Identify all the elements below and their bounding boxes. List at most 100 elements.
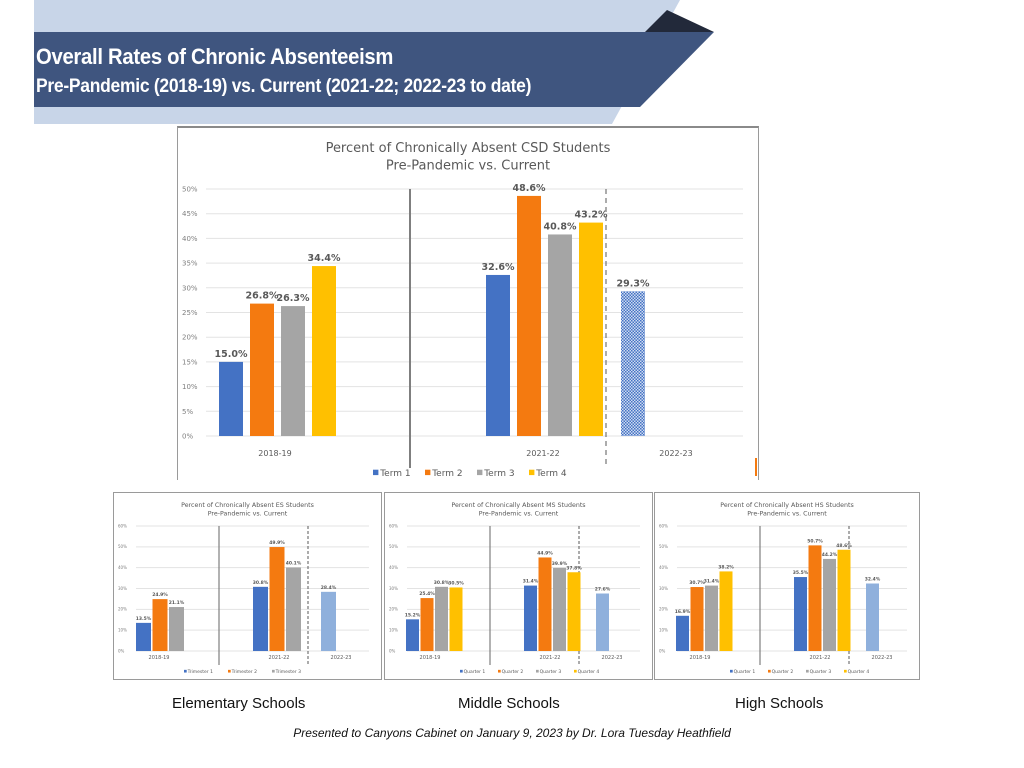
legend-label: Quarter 4 <box>578 669 600 675</box>
ms-chart-svg: Percent of Chronically Absent MS Student… <box>389 502 640 675</box>
legend-swatch <box>498 669 501 673</box>
x-category-label: 2022-23 <box>872 655 893 661</box>
x-category-label: 2021-22 <box>540 655 561 661</box>
bar-2021-22-quarter-2 <box>808 545 822 651</box>
data-label: 30.8% <box>253 580 269 586</box>
bar-2018-19-quarter-1 <box>676 615 689 651</box>
csd-chart-svg: Percent of Chronically Absent CSD Studen… <box>182 141 757 479</box>
legend-label: Trimester 3 <box>275 669 301 675</box>
legend-swatch <box>529 469 535 476</box>
hs-chart: Percent of Chronically Absent HS Student… <box>654 492 920 680</box>
bar-2022-23-trimester-1 <box>321 591 336 651</box>
y-tick-label: 40% <box>389 565 398 570</box>
slide-subtitle: Pre-Pandemic (2018-19) vs. Current (2021… <box>36 76 532 97</box>
bar-2018-19-trimester-3 <box>169 607 184 651</box>
data-label: 37.8% <box>566 565 582 571</box>
legend-label: Quarter 3 <box>810 669 832 675</box>
bar-2021-22-quarter-2 <box>538 557 552 651</box>
x-category-label: 2021-22 <box>526 449 559 458</box>
bar-2021-22-quarter-3 <box>553 567 566 651</box>
y-tick-label: 10% <box>182 383 198 391</box>
es-chart: Percent of Chronically Absent ES Student… <box>113 492 382 680</box>
y-tick-label: 0% <box>118 648 125 653</box>
legend-swatch <box>373 469 379 476</box>
legend-swatch <box>536 669 539 673</box>
chart-subtitle: Pre-Pandemic vs. Current <box>747 511 827 518</box>
bar-2018-19-trimester-2 <box>152 599 168 651</box>
data-label: 24.9% <box>152 592 168 598</box>
legend-label: Quarter 2 <box>772 669 794 675</box>
legend-label: Term 3 <box>483 469 514 479</box>
hs-chart-svg: Percent of Chronically Absent HS Student… <box>659 502 907 675</box>
legend-swatch <box>768 669 771 673</box>
y-tick-label: 0% <box>659 648 666 653</box>
bar-2021-22-trimester-3 <box>286 567 301 651</box>
legend-label: Trimester 2 <box>231 669 257 675</box>
bar-2018-19-quarter-3 <box>705 585 718 651</box>
data-label: 30.8% <box>434 580 450 586</box>
legend-swatch <box>228 669 231 673</box>
data-label: 48.6% <box>513 183 546 194</box>
y-tick-label: 60% <box>118 523 127 528</box>
bar-2018-19-quarter-4 <box>449 587 463 651</box>
y-tick-label: 30% <box>118 586 127 591</box>
bar-2018-19-quarter-2 <box>420 598 434 651</box>
y-tick-label: 5% <box>182 408 193 416</box>
x-category-label: 2022-23 <box>602 655 623 661</box>
y-tick-label: 25% <box>182 309 198 317</box>
bar-2018-19-trimester-1 <box>136 622 151 651</box>
data-label: 44.2% <box>822 552 838 558</box>
data-label: 50.7% <box>807 538 823 544</box>
data-label: 40.8% <box>544 221 577 232</box>
bar-2021-22-trimester-1 <box>253 586 268 651</box>
chart-title: Percent of Chronically Absent CSD Studen… <box>326 141 611 156</box>
y-tick-label: 35% <box>182 260 198 268</box>
y-tick-label: 10% <box>118 628 127 633</box>
y-tick-label: 50% <box>389 544 398 549</box>
data-label: 26.8% <box>246 291 279 302</box>
x-category-label: 2021-22 <box>810 655 831 661</box>
y-tick-label: 30% <box>659 586 668 591</box>
y-tick-label: 15% <box>182 358 198 366</box>
data-label: 43.2% <box>575 210 608 221</box>
x-category-label: 2022-23 <box>331 655 352 661</box>
data-label: 32.6% <box>482 262 515 273</box>
y-tick-label: 45% <box>182 210 198 218</box>
legend-label: Quarter 1 <box>734 669 756 675</box>
bar-2018-19-term-3 <box>281 306 305 436</box>
y-tick-label: 50% <box>659 544 668 549</box>
legend-label: Term 1 <box>379 469 410 479</box>
legend-label: Quarter 3 <box>540 669 562 675</box>
y-tick-label: 40% <box>182 235 198 243</box>
x-category-label: 2018-19 <box>149 655 170 661</box>
bar-2018-19-quarter-2 <box>690 587 704 651</box>
y-tick-label: 50% <box>182 185 198 193</box>
data-label: 27.6% <box>595 587 611 593</box>
bar-2018-19-term-2 <box>250 303 274 436</box>
legend-swatch <box>184 669 187 673</box>
slide-title: Overall Rates of Chronic Absenteeism <box>36 44 394 69</box>
data-label: 49.9% <box>269 540 285 546</box>
bar-2021-22-term-1 <box>486 274 510 436</box>
data-label: 40.1% <box>286 560 302 566</box>
chart-subtitle: Pre-Pandemic vs. Current <box>208 511 288 518</box>
data-label: 13.5% <box>136 616 152 622</box>
y-tick-label: 60% <box>659 523 668 528</box>
x-category-label: 2021-22 <box>269 655 290 661</box>
data-label: 44.9% <box>537 550 553 556</box>
data-label: 48.6% <box>836 543 852 549</box>
y-tick-label: 30% <box>389 586 398 591</box>
data-label: 32.4% <box>865 577 881 583</box>
data-label: 15.2% <box>405 612 421 618</box>
y-tick-label: 60% <box>389 523 398 528</box>
x-category-label: 2018-19 <box>690 655 711 661</box>
y-tick-label: 10% <box>659 628 668 633</box>
title-banner-graphic <box>34 0 714 124</box>
y-tick-label: 40% <box>118 565 127 570</box>
data-label: 26.3% <box>277 293 310 304</box>
bar-2018-19-term-4 <box>312 266 336 436</box>
legend-swatch <box>425 469 431 476</box>
bar-2021-22-term-4 <box>579 222 603 436</box>
y-tick-label: 10% <box>389 628 398 633</box>
y-tick-label: 0% <box>389 648 396 653</box>
